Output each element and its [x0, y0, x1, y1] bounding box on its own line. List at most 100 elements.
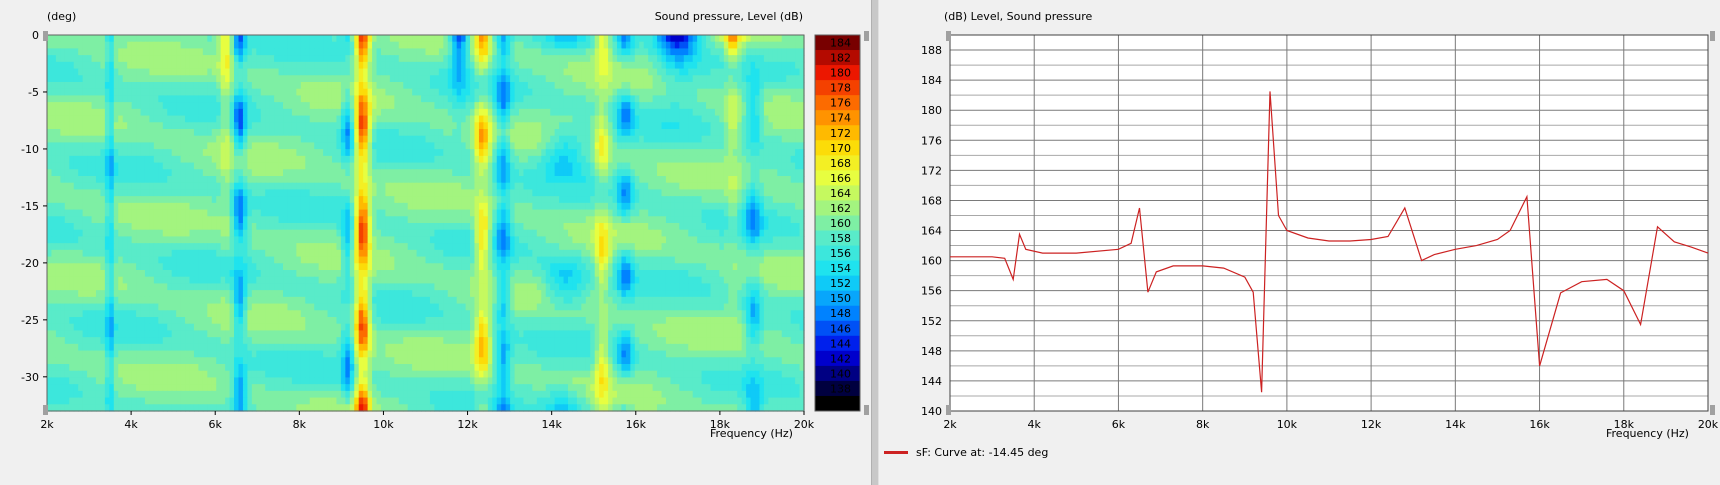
contour-cell	[679, 216, 685, 224]
contour-cell	[380, 129, 387, 137]
contour-cell	[732, 102, 738, 110]
contour-cell	[340, 169, 346, 177]
contour-cell	[532, 176, 538, 184]
contour-cell	[256, 48, 262, 56]
contour-cell	[363, 149, 369, 157]
contour-cell	[639, 162, 645, 170]
contour-cell	[527, 223, 533, 231]
contour-cell	[60, 209, 66, 217]
contour-cell	[630, 223, 636, 231]
contour-cell	[389, 202, 395, 211]
contour-cell	[403, 142, 409, 150]
contour-cell	[755, 55, 761, 63]
contour-cell	[363, 41, 369, 50]
contour-cell	[438, 135, 444, 144]
contour-cell	[541, 48, 547, 56]
contour-cell	[483, 102, 489, 110]
contour-cell	[403, 155, 409, 164]
contour-cell	[532, 55, 538, 63]
contour-cell	[732, 122, 738, 130]
contour-cell	[461, 48, 467, 56]
contour-cell	[122, 223, 128, 231]
contour-cell	[345, 142, 351, 150]
contour-cell	[55, 142, 61, 150]
contour-cell	[380, 75, 387, 83]
contour-cell	[398, 102, 404, 110]
contour-cell	[532, 202, 538, 211]
contour-cell	[625, 223, 631, 231]
contour-cell	[287, 61, 293, 70]
contour-cell	[64, 41, 70, 50]
contour-cell	[519, 95, 525, 103]
contour-cell	[719, 41, 725, 50]
contour-cell	[296, 122, 302, 130]
contour-cell	[407, 216, 413, 224]
contour-cell	[421, 209, 427, 217]
contour-cell	[750, 142, 756, 150]
contour-cell	[461, 149, 467, 157]
contour-cell	[777, 82, 783, 90]
contour-cell	[523, 202, 529, 211]
contour-cell	[768, 182, 774, 191]
contour-cell	[554, 55, 560, 63]
contour-cell	[483, 129, 489, 137]
contour-cell	[768, 82, 774, 90]
contour-cell	[648, 68, 654, 76]
contour-cell	[349, 149, 355, 157]
contour-cell	[407, 176, 413, 184]
contour-cell	[519, 162, 525, 170]
contour-cell	[652, 108, 658, 117]
contour-cell	[291, 48, 297, 56]
contour-cell	[225, 48, 231, 56]
contour-cell	[737, 155, 743, 164]
contour-cell	[216, 182, 222, 191]
contour-cell	[162, 216, 168, 224]
contour-cell	[550, 55, 556, 63]
contour-cell	[630, 189, 636, 197]
contour-cell	[590, 35, 596, 43]
contour-cell	[104, 182, 110, 191]
contour-cell	[47, 48, 53, 56]
contour-cell	[394, 135, 400, 144]
contour-cell	[594, 88, 600, 97]
contour-cell	[78, 35, 84, 43]
contour-cell	[118, 61, 124, 70]
contour-cell	[278, 95, 284, 103]
contour-cell	[532, 102, 538, 110]
contour-cell	[728, 155, 734, 164]
contour-cell	[131, 223, 137, 231]
contour-cell	[100, 162, 106, 170]
contour-cell	[345, 61, 351, 70]
contour-cell	[501, 142, 507, 150]
contour-cell	[296, 129, 302, 137]
contour-cell	[781, 182, 787, 191]
contour-cell	[750, 88, 756, 97]
contour-cell	[91, 169, 97, 177]
contour-cell	[269, 229, 275, 238]
contour-cell	[621, 108, 627, 117]
contour-cell	[648, 108, 654, 117]
contour-cell	[452, 142, 458, 150]
contour-cell	[679, 122, 685, 130]
contour-cell	[701, 196, 707, 204]
contour-cell	[300, 75, 306, 83]
contour-cell	[211, 196, 217, 204]
contour-cell	[728, 115, 734, 123]
contour-cell	[349, 55, 355, 63]
contour-cell	[603, 196, 609, 204]
contour-cell	[269, 122, 275, 130]
contour-cell	[367, 68, 373, 76]
contour-cell	[305, 216, 311, 224]
contour-cell	[697, 88, 703, 97]
contour-cell	[180, 35, 186, 43]
contour-cell	[674, 196, 680, 204]
contour-cell	[763, 48, 769, 56]
contour-cell	[198, 55, 204, 63]
contour-cell	[795, 41, 801, 50]
contour-cell	[532, 196, 538, 204]
contour-cell	[131, 142, 137, 150]
contour-cell	[737, 48, 743, 56]
contour-cell	[354, 82, 360, 90]
contour-cell	[585, 135, 591, 144]
